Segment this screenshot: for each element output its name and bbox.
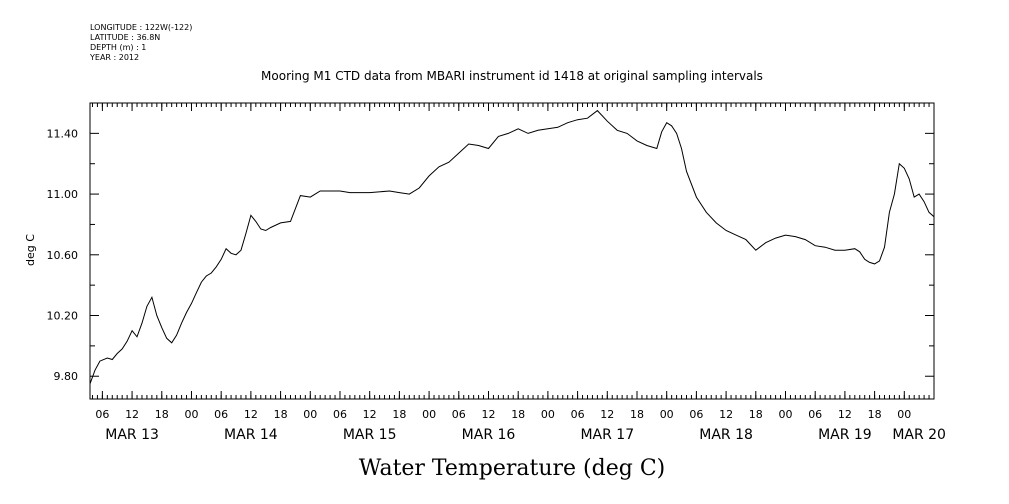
x-tick-label: 12 [244, 408, 258, 421]
x-date-label: MAR 15 [343, 427, 397, 443]
x-tick-label: 18 [630, 408, 644, 421]
x-tick-label: 12 [125, 408, 139, 421]
x-date-label: MAR 16 [462, 427, 516, 443]
x-tick-label: 12 [719, 408, 733, 421]
y-tick-label: 10.60 [47, 249, 79, 262]
x-tick-label: 12 [363, 408, 377, 421]
x-tick-label: 06 [214, 408, 228, 421]
x-tick-label: 18 [868, 408, 882, 421]
y-tick-label: 11.40 [47, 127, 79, 140]
x-date-label: MAR 13 [105, 427, 159, 443]
x-tick-labels: 06 12 18 00 06 12 18 00 06 12 18 00 06 12 18 00 06 12 18 00… [95, 408, 911, 421]
x-date-label: MAR 14 [224, 427, 278, 443]
chart-title: Mooring M1 CTD data from MBARI instrumen… [261, 69, 763, 83]
x-tick-label: 12 [481, 408, 495, 421]
x-tick-label: 00 [422, 408, 436, 421]
x-tick-label: 00 [778, 408, 792, 421]
x-tick-label: 12 [838, 408, 852, 421]
x-tick-label: 00 [897, 408, 911, 421]
x-tick-label: 18 [511, 408, 525, 421]
x-tick-label: 06 [689, 408, 703, 421]
x-tick-label: 18 [392, 408, 406, 421]
plot-frame [89, 102, 935, 400]
y-tick-label: 9.80 [54, 370, 79, 383]
x-date-label: MAR 19 [818, 427, 872, 443]
y-axis-label: deg C [24, 234, 37, 266]
metadata-block: LONGITUDE : 122W(-122) LATITUDE : 36.8N … [89, 23, 192, 62]
meta-depth: DEPTH (m) : 1 [90, 43, 146, 52]
y-tick-label: 10.20 [47, 310, 79, 323]
x-tick-label: 06 [571, 408, 585, 421]
y-tick-labels: 9.80 10.20 10.60 11.00 11.40 [47, 127, 79, 383]
x-major-ticks [101, 103, 935, 399]
x-tick-label: 18 [274, 408, 288, 421]
date-labels: MAR 13 MAR 14 MAR 15 MAR 16 MAR 17 MAR 18 MAR … [105, 427, 946, 443]
x-minor-ticks [91, 103, 935, 399]
x-tick-label: 06 [333, 408, 347, 421]
meta-latitude: LATITUDE : 36.8N [90, 33, 160, 42]
x-tick-label: 00 [541, 408, 555, 421]
series-line-water-temperature [89, 109, 935, 384]
y-tick-label: 11.00 [47, 188, 79, 201]
x-date-label: MAR 17 [580, 427, 634, 443]
x-axis-title: Water Temperature (deg C) [359, 456, 666, 481]
x-tick-label: 00 [660, 408, 674, 421]
x-tick-label: 00 [303, 408, 317, 421]
x-tick-label: 06 [808, 408, 822, 421]
x-tick-label: 06 [95, 408, 109, 421]
x-tick-label: 06 [452, 408, 466, 421]
y-ticks [90, 102, 934, 377]
x-tick-label: 18 [155, 408, 169, 421]
x-tick-label: 00 [184, 408, 198, 421]
meta-year: YEAR : 2012 [89, 53, 139, 62]
x-date-label: MAR 18 [699, 427, 753, 443]
meta-longitude: LONGITUDE : 122W(-122) [90, 23, 192, 32]
x-tick-label: 12 [600, 408, 614, 421]
x-date-label: MAR 20 [892, 427, 946, 443]
x-tick-label: 18 [749, 408, 763, 421]
